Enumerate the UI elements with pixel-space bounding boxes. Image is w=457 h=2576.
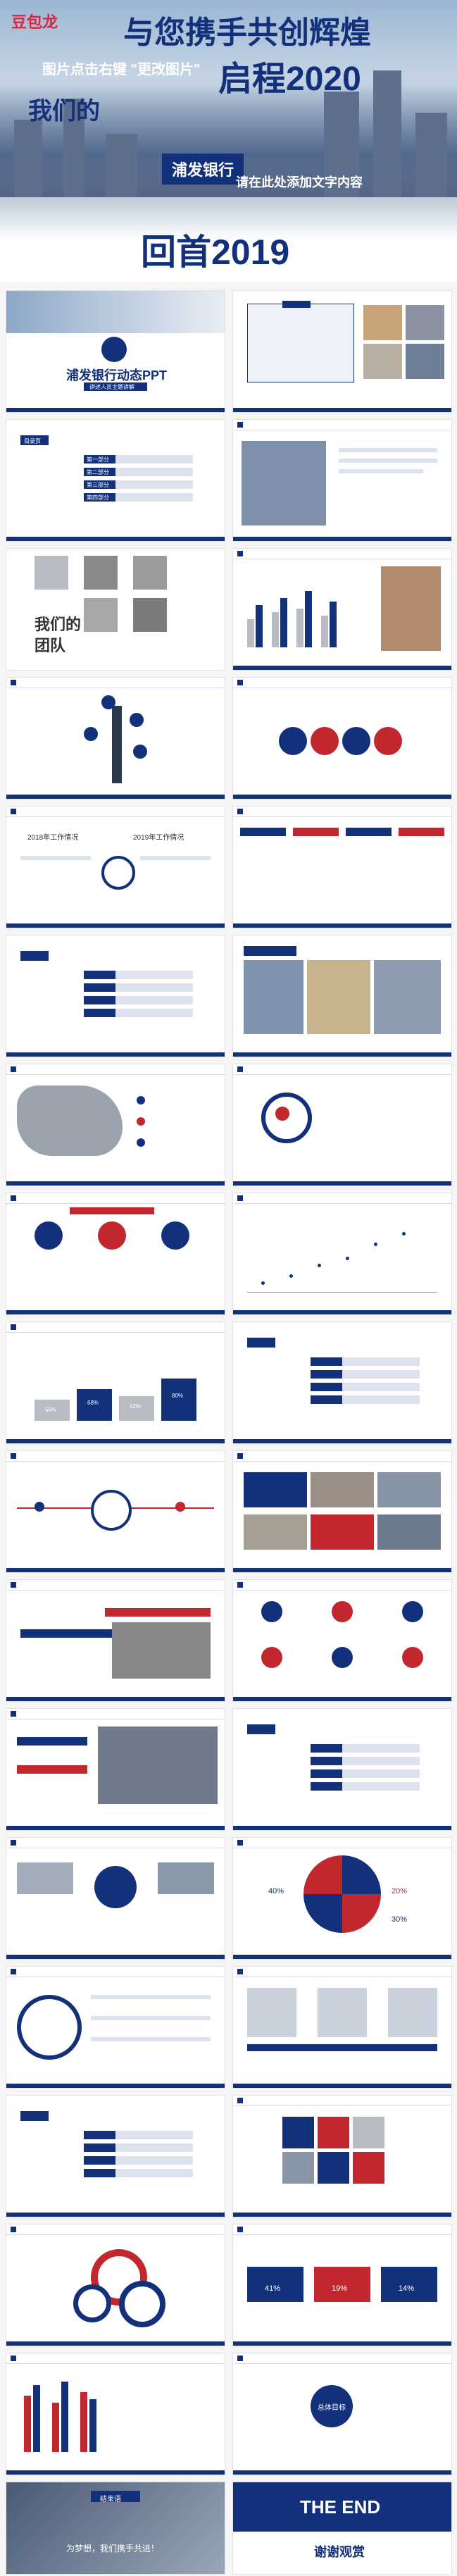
end-title: 结束语	[100, 2496, 121, 2503]
end-sub: 为梦想，我们携手共进！	[66, 2544, 160, 2553]
pct-label: 19%	[332, 2284, 348, 2293]
toc-item: 第二部分	[87, 469, 109, 475]
building	[63, 99, 84, 197]
slide-target[interactable]: 总体目标	[232, 2353, 452, 2475]
building	[106, 134, 137, 197]
building	[14, 120, 42, 197]
pct-label: 41%	[265, 2284, 281, 2293]
hero-title-3: 我们的	[28, 98, 100, 125]
work-2018: 2018年工作情况	[27, 834, 79, 842]
slide-toc-2[interactable]	[6, 935, 225, 1057]
team-title-2: 团队	[35, 637, 66, 654]
hero-title-2: 启程2020	[218, 61, 361, 98]
toc-item: 第四部分	[87, 494, 109, 501]
slide-work-status[interactable]: 2018年工作情况 2019年工作情况	[6, 806, 225, 928]
building	[373, 70, 401, 197]
slide-scatter[interactable]	[232, 1193, 452, 1315]
building	[324, 92, 359, 197]
hero-badge: 浦发银行	[162, 154, 244, 185]
pct-label: 56%	[45, 1407, 57, 1413]
pct-label: 14%	[399, 2284, 415, 2293]
slide-team[interactable]: 我们的 团队	[6, 548, 225, 671]
slide-thermo[interactable]	[6, 2353, 225, 2475]
slide-bulb[interactable]	[6, 1837, 225, 1960]
hero-badge-text: 请在此处添加文字内容	[236, 175, 363, 189]
pct-label: 80%	[172, 1393, 184, 1399]
slide-toc-4[interactable]	[232, 1708, 452, 1831]
toc-label: 目录页	[24, 438, 41, 444]
pct-label: 42%	[130, 1403, 142, 1410]
pct-label: 20%	[392, 1887, 408, 1896]
end-banner: THE END	[300, 2496, 381, 2518]
slide-radial[interactable]	[6, 1966, 225, 2089]
slide-bar-chart[interactable]	[232, 548, 452, 671]
slide-toc[interactable]: 目录页 第一部分 第二部分 第三部分 第四部分	[6, 419, 225, 542]
cover-title: 浦发银行动态PPT	[66, 368, 168, 382]
slide-cover[interactable]: 浦发银行动态PPT 讲述人员主题讲解	[6, 290, 225, 413]
slide-business[interactable]	[6, 1708, 225, 1831]
brand-logo: 豆包龙	[11, 13, 58, 31]
slide-hexagons[interactable]	[232, 2095, 452, 2217]
slide-about[interactable]	[232, 290, 452, 413]
bank-logo-icon	[101, 337, 127, 362]
toc-item: 第三部分	[87, 482, 109, 488]
slide-the-end[interactable]: THE END 谢谢观赏	[232, 2482, 452, 2575]
pct-label: 68%	[87, 1400, 99, 1406]
hero-banner: 豆包龙 与您携手共创辉煌 图片点击右键 "更改图片" 启程2020 我们的 浦发…	[0, 0, 457, 282]
slide-arrows[interactable]	[6, 1579, 225, 1702]
slide-four-columns[interactable]	[232, 806, 452, 928]
slide-stats[interactable]: 41% 19% 14%	[232, 2224, 452, 2346]
target-label: 总体目标	[318, 2404, 346, 2412]
slide-percent-bars[interactable]: 56% 68% 42% 80%	[6, 1321, 225, 1444]
slide-circles[interactable]	[232, 677, 452, 799]
slide-gears[interactable]	[6, 2224, 225, 2346]
thanks-text: 谢谢观赏	[314, 2545, 365, 2559]
pct-label: 40%	[268, 1887, 284, 1896]
toc-item: 第一部分	[87, 456, 109, 463]
hero-title-4: 回首2019	[141, 232, 290, 272]
work-2019: 2019年工作情况	[133, 834, 184, 842]
slide-timeline[interactable]	[6, 1450, 225, 1573]
slide-cubes[interactable]	[232, 1966, 452, 2089]
slide-world-map[interactable]	[6, 1064, 225, 1186]
slide-tree[interactable]	[6, 677, 225, 799]
slide-photo-grid[interactable]	[232, 1450, 452, 1573]
slide-icons-row[interactable]	[232, 1579, 452, 1702]
building	[415, 113, 447, 197]
hero-hint: 图片点击右键 "更改图片"	[42, 62, 201, 77]
team-title: 我们的	[35, 616, 82, 633]
pct-label: 30%	[392, 1915, 408, 1924]
slide-toc-3[interactable]	[232, 1321, 452, 1444]
slide-photo-text[interactable]	[232, 419, 452, 542]
hero-title-1: 与您携手共创辉煌	[123, 15, 371, 50]
slide-toc-5[interactable]	[6, 2095, 225, 2217]
slide-location[interactable]	[6, 1193, 225, 1315]
slide-gallery[interactable]	[232, 935, 452, 1057]
cover-sub: 讲述人员主题讲解	[89, 384, 134, 390]
slide-search[interactable]	[232, 1064, 452, 1186]
slide-ending[interactable]: 结束语 为梦想，我们携手共进！	[6, 2482, 225, 2575]
slide-quadrant[interactable]: 40% 20% 30%	[232, 1837, 452, 1960]
